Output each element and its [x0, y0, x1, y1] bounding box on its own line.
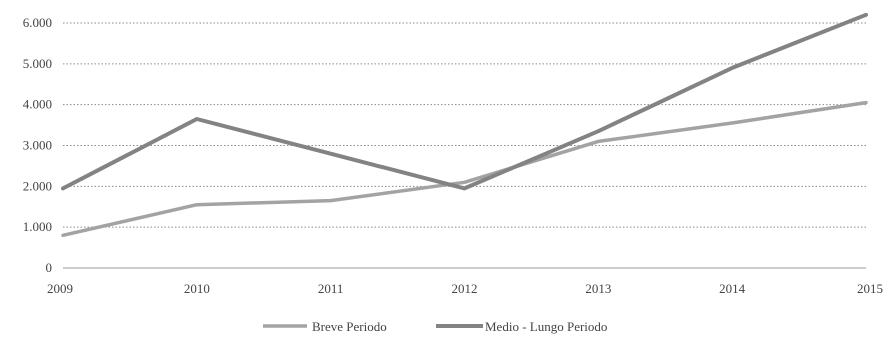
legend-label: Medio - Lungo Periodo	[485, 319, 607, 334]
y-tick-label: 4.000	[23, 97, 52, 112]
y-tick-label: 2.000	[23, 178, 52, 193]
x-tick-label: 2011	[318, 281, 344, 296]
x-tick-label: 2014	[719, 281, 746, 296]
y-tick-label: 5.000	[23, 56, 52, 71]
legend-item-breve-periodo: Breve Periodo	[263, 319, 387, 334]
data-series	[61, 12, 868, 238]
legend-item-medio-lungo-periodo: Medio - Lungo Periodo	[436, 319, 607, 334]
y-tick-label: 1.000	[23, 219, 52, 234]
x-tick-label: 2013	[585, 281, 611, 296]
y-axis-tick-labels: 0 1.000 2.000 3.000 4.000 5.000 6.000	[23, 15, 52, 275]
y-tick-label: 6.000	[23, 15, 52, 30]
series-line-medio-lungo-periodo	[61, 12, 868, 191]
x-tick-label: 2012	[452, 281, 478, 296]
x-tick-label: 2009	[47, 281, 73, 296]
legend-label: Breve Periodo	[312, 319, 387, 334]
x-axis-tick-labels: 2009 2010 2011 2012 2013 2014 2015	[47, 281, 883, 296]
x-tick-label: 2010	[184, 281, 210, 296]
y-tick-label: 3.000	[23, 138, 52, 153]
series-line-breve-periodo	[61, 100, 868, 238]
gridlines	[63, 22, 866, 269]
y-tick-label: 0	[46, 260, 53, 275]
x-tick-label: 2015	[857, 281, 883, 296]
legend: Breve Periodo Medio - Lungo Periodo	[263, 319, 607, 334]
